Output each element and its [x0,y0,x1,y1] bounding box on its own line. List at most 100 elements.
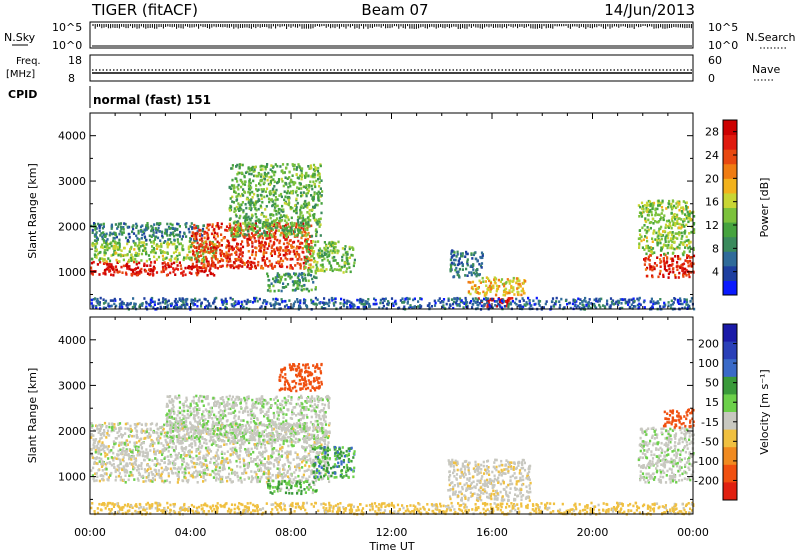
data-cell [579,298,582,301]
data-cell [348,247,351,251]
data-cell [208,269,211,272]
data-cell [678,217,681,220]
data-cell [651,306,654,309]
data-cell [346,262,349,266]
data-cell [657,230,660,233]
data-cell [248,441,251,445]
data-cell [453,275,456,278]
data-cell [114,251,117,254]
data-cell [242,442,245,446]
data-cell [502,298,505,302]
data-cell [358,301,361,304]
data-cell [650,267,653,271]
data-cell [196,268,199,271]
data-cell [296,252,299,256]
data-cell [213,228,216,231]
data-cell [182,303,185,307]
data-cell [609,297,613,300]
data-cell [238,163,241,166]
data-cell [280,275,283,279]
data-cell [99,427,102,430]
data-cell [210,428,213,431]
data-cell [170,302,174,305]
data-cell [260,305,263,308]
data-cell [238,228,241,231]
data-cell [208,302,211,305]
data-cell [310,224,313,228]
data-cell [274,276,277,279]
data-cell [253,192,256,196]
data-cell [311,208,314,212]
data-cell [461,268,464,271]
data-cell [286,265,289,269]
data-cell [106,461,109,465]
data-cell [182,258,185,262]
data-cell [225,265,229,268]
data-cell [272,297,275,301]
data-cell [248,261,251,264]
data-cell [545,300,548,303]
data-cell [175,301,178,305]
data-cell [647,257,650,261]
data-cell [283,198,286,202]
data-cell [685,235,688,239]
data-cell [275,458,278,462]
data-cell [683,218,686,221]
data-cell [267,265,270,268]
data-cell [145,300,148,304]
data-cell [264,190,267,193]
data-cell [648,259,651,262]
data-cell [687,264,690,268]
data-cell [301,234,304,237]
data-cell [367,298,370,301]
data-cell [336,268,339,271]
data-cell [294,234,297,238]
data-cell [521,282,524,285]
colorbar-swatch [723,120,737,136]
data-cell [286,469,289,473]
data-cell [666,257,669,260]
data-cell [674,232,677,235]
data-cell [215,225,218,228]
data-cell [573,300,576,304]
data-cell [102,302,106,305]
data-cell [307,223,310,226]
data-cell [260,213,263,216]
data-cell [291,288,294,292]
data-cell [596,300,599,303]
data-cell [332,259,335,262]
data-cell [212,261,215,265]
data-cell [669,231,672,234]
data-cell [273,237,277,241]
data-cell [160,230,163,234]
data-cell [298,306,301,309]
data-cell [632,305,636,308]
data-cell [106,263,109,266]
data-cell [316,222,319,226]
data-cell [103,258,107,261]
data-cell [301,214,304,218]
data-cell [348,266,351,269]
data-cell [130,253,133,257]
data-cell [305,461,308,464]
data-cell [521,297,524,300]
data-cell [220,298,223,302]
data-cell [294,289,297,292]
data-cell [260,246,263,249]
data-cell [277,178,281,181]
data-cell [282,282,285,285]
data-cell [159,248,162,252]
data-cell [133,423,136,426]
data-cell [90,302,93,305]
data-cell [135,234,138,238]
data-cell [158,230,161,233]
data-cell [662,230,665,233]
data-cell [641,207,644,211]
data-cell [606,303,609,306]
data-cell [262,251,265,254]
data-cell [550,305,553,309]
data-cell [278,241,281,245]
data-cell [454,301,458,304]
data-cell [313,302,316,306]
data-cell [307,269,310,273]
